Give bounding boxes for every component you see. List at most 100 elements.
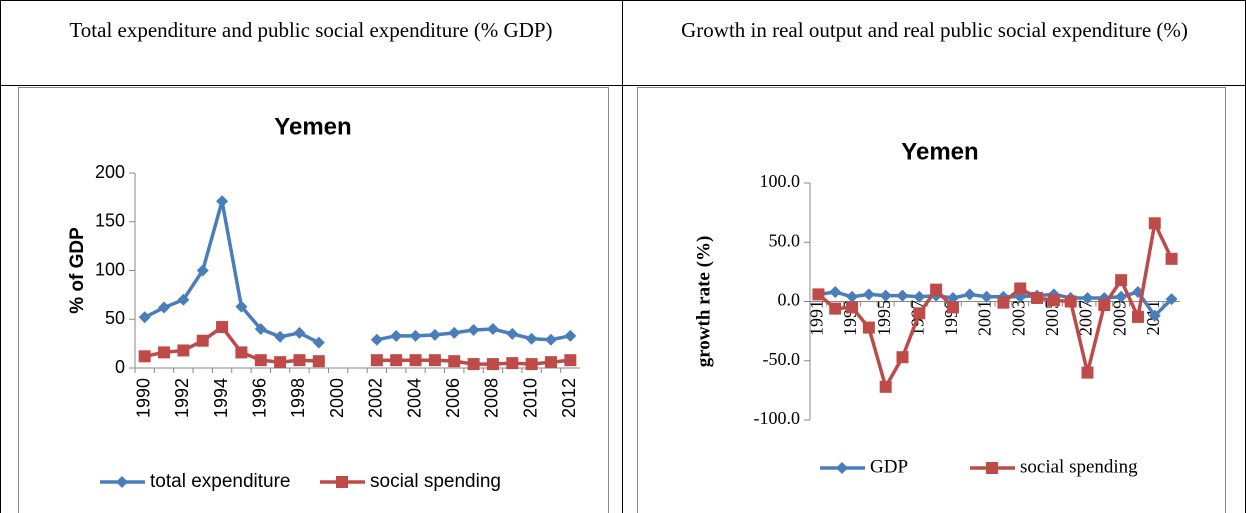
data-point [158,301,171,314]
data-point [293,326,306,339]
data-point [862,321,875,334]
y-tick-label: 150 [95,211,125,231]
series-line [143,200,571,345]
data-point [448,355,461,368]
x-tick-label: 2003 [1008,300,1028,336]
header-cell: Total expenditure and public social expe… [69,18,553,42]
data-point [564,354,577,367]
chart-frame [637,87,1226,513]
data-point [544,333,557,346]
x-tick-label: 2010 [520,378,540,418]
data-point [829,286,842,299]
x-tick-label: 1998 [288,378,308,418]
legend-label: total expenditure [150,471,291,492]
y-axis-label: growth rate (%) [693,236,714,368]
x-tick-label: 2000 [327,378,347,418]
data-point [312,355,325,368]
data-point [448,326,461,339]
chart-title: Yemen [274,113,351,140]
data-point [1148,309,1161,322]
data-point [390,354,403,367]
data-point [486,323,499,335]
data-point [913,307,926,320]
legend-label: social spending [370,471,501,492]
data-point [879,289,892,302]
data-point [506,327,519,340]
x-tick-label: 2007 [1076,300,1096,336]
x-tick-label: 1990 [133,378,153,418]
y-tick-label: -100.0 [754,408,801,428]
data-point [370,354,383,367]
data-point [980,290,993,303]
data-point [428,328,441,341]
data-point [138,311,151,324]
data-point [963,288,976,301]
y-tick-label: 100 [95,259,125,279]
y-axis-label: % of GDP [67,227,88,314]
legend-marker [836,462,848,474]
y-tick-label: 50.0 [769,230,801,250]
data-point [254,323,267,335]
data-point [370,333,383,346]
data-point [1115,274,1128,287]
data-point [525,358,538,371]
data-point [177,344,190,357]
legend-marker [986,462,998,474]
chart-title: Yemen [901,138,978,165]
x-tick-label: 2005 [1042,300,1062,336]
data-point [544,356,557,369]
x-tick-label: 2009 [1109,300,1129,336]
data-point [930,283,943,296]
data-point [409,354,422,367]
data-point [177,293,190,306]
chart-frame [18,87,609,513]
x-tick-label: 2004 [404,378,424,418]
data-point [846,301,859,314]
data-point [525,332,538,345]
data-point [1047,294,1060,307]
data-point [409,329,422,342]
legend-label: social spending [1020,456,1138,477]
data-point [812,288,825,301]
data-point [1131,310,1144,323]
data-point [467,358,480,371]
data-point [235,300,248,313]
data-point [1115,290,1128,303]
data-point [138,350,151,363]
data-point [1165,252,1178,265]
y-tick-label: 0.0 [778,290,801,310]
x-tick-label: 2001 [975,300,995,336]
data-point [1148,217,1161,230]
x-tick-label: 2006 [443,378,463,418]
series-line [818,290,1173,319]
x-tick-label: 1995 [874,300,894,336]
data-point [829,302,842,315]
x-tick-label: 1994 [211,378,231,418]
data-point [946,301,959,314]
legend-label: GDP [870,456,908,477]
data-point [1165,293,1178,306]
data-point [1031,291,1044,304]
data-point [274,356,287,369]
data-point [293,354,306,367]
legend-marker [336,476,348,488]
x-tick-label: 2008 [482,378,502,418]
data-point [467,323,480,336]
y-tick-label: 0 [115,357,125,377]
y-tick-label: -50.0 [763,349,801,369]
data-point [846,290,859,303]
data-point [158,346,171,359]
data-point [1081,291,1094,304]
x-tick-label: 1992 [172,378,192,418]
data-point [254,354,267,367]
legend-marker [116,476,128,488]
data-point [216,321,229,334]
y-tick-label: 50 [105,308,125,328]
data-point [274,330,287,343]
x-tick-label: 1991 [807,300,827,336]
x-tick-label: 1996 [250,378,270,418]
data-point [216,195,229,208]
data-point [879,380,892,393]
